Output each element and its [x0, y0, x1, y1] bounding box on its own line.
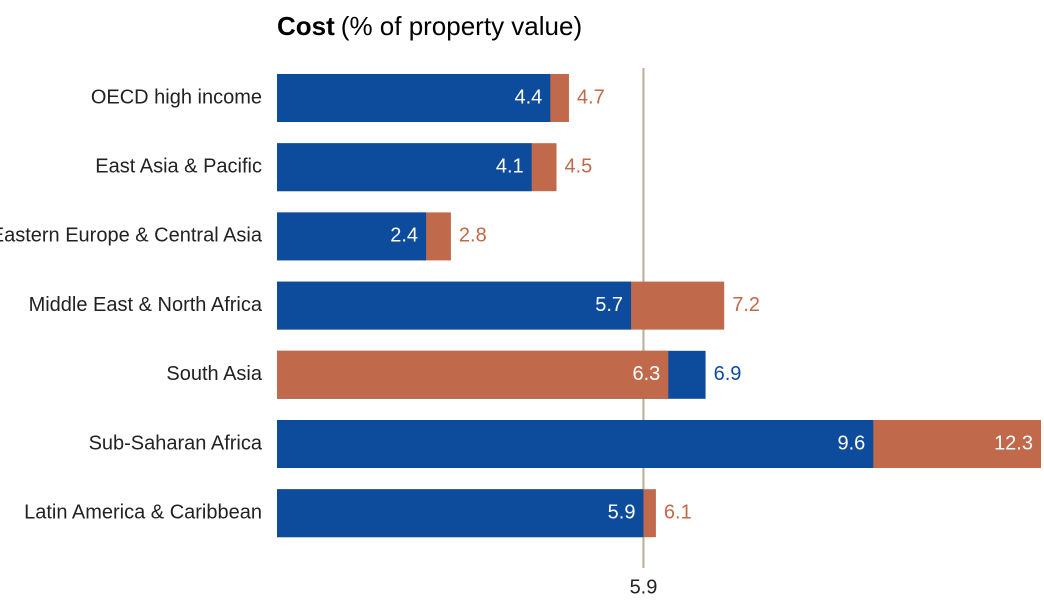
reference-label: 5.9 [630, 576, 658, 598]
category-label: Latin America & Caribbean [24, 501, 262, 523]
bar [277, 74, 551, 122]
value-label: 4.1 [496, 155, 524, 177]
category-label: Middle East & North Africa [29, 294, 263, 316]
bar [277, 281, 632, 330]
category-label: Sub-Saharan Africa [89, 432, 263, 454]
value-label: 2.8 [459, 225, 487, 247]
bar [277, 420, 874, 468]
value-label: 5.7 [595, 294, 623, 316]
title-bold: Cost [277, 11, 335, 41]
value-label: 6.9 [714, 363, 742, 385]
category-label: OECD high income [91, 86, 262, 108]
category-label: South Asia [166, 363, 263, 385]
value-label: 4.4 [514, 86, 542, 108]
value-label: 5.9 [608, 501, 636, 523]
chart-title: Cost (% of property value) [277, 11, 582, 41]
title-rest: (% of property value) [341, 11, 582, 41]
category-label: Eastern Europe & Central Asia [0, 225, 263, 247]
bar [277, 143, 532, 192]
bar [277, 489, 644, 538]
value-label: 6.3 [633, 363, 661, 385]
value-label: 4.5 [565, 155, 593, 177]
value-label: 2.4 [390, 225, 418, 247]
category-label: East Asia & Pacific [95, 155, 262, 177]
bar [277, 212, 427, 261]
value-label: 6.1 [664, 501, 692, 523]
value-label: 7.2 [732, 294, 760, 316]
value-label: 12.3 [994, 432, 1033, 454]
bar [277, 350, 669, 399]
value-label: 4.7 [577, 86, 605, 108]
value-label: 9.6 [837, 432, 865, 454]
